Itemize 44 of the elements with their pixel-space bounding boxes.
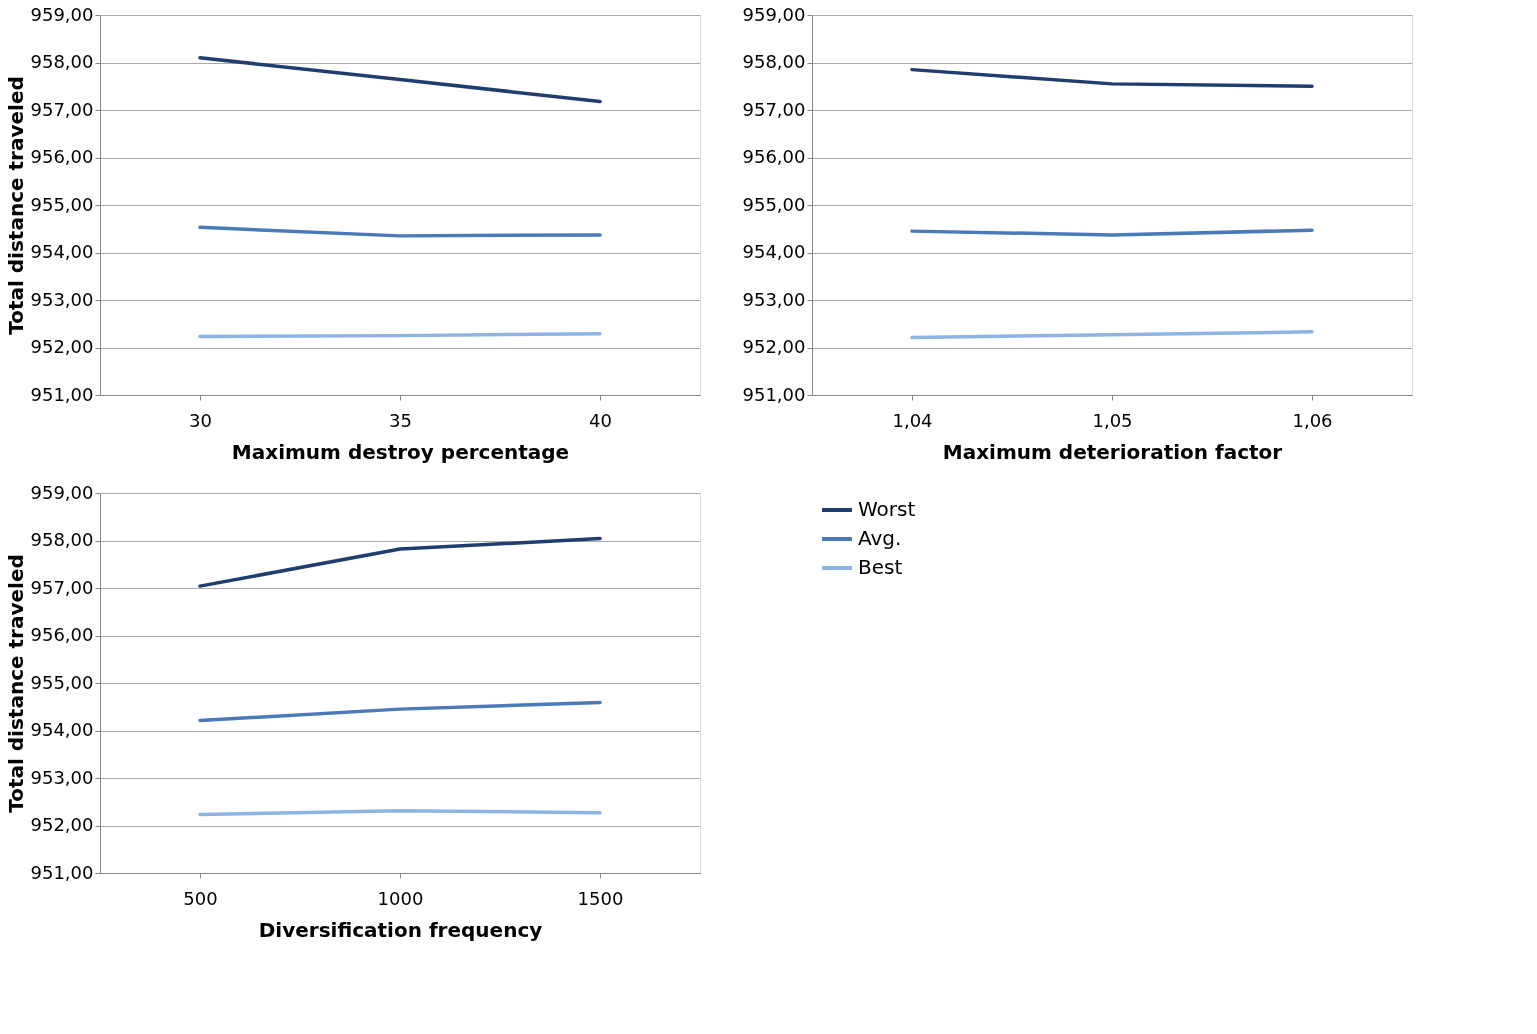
x-tick-label: 1,06	[1292, 409, 1333, 431]
y-tick-label: 953,00	[742, 288, 806, 310]
y-tick-label: 956,00	[742, 146, 806, 167]
y-tick-label: 957,00	[742, 98, 806, 120]
x-tick-label: 1000	[377, 887, 424, 909]
y-tick-label: 951,00	[30, 861, 94, 883]
x-tick-label: 35	[389, 409, 412, 431]
y-tick-label: 954,00	[742, 241, 806, 262]
y-tick-label: 951,00	[742, 383, 806, 405]
y-tick-label: 958,00	[742, 51, 806, 72]
legend-label: Avg.	[858, 526, 902, 550]
y-axis-title: Total distance traveled	[3, 76, 28, 335]
y-tick-label: 957,00	[30, 576, 94, 598]
y-tick-label: 958,00	[30, 51, 94, 72]
y-tick-label: 955,00	[30, 671, 94, 693]
y-tick-label: 953,00	[30, 766, 94, 788]
y-tick-label: 954,00	[30, 241, 94, 262]
legend-label: Best	[858, 555, 903, 579]
y-tick-label: 955,00	[742, 193, 806, 215]
y-tick-label: 956,00	[30, 624, 94, 645]
y-tick-label: 954,00	[30, 719, 94, 740]
y-tick-label: 957,00	[30, 98, 94, 120]
x-axis-title: Maximum deterioration factor	[942, 439, 1283, 464]
y-tick-label: 951,00	[30, 383, 94, 405]
y-tick-label: 952,00	[742, 336, 806, 357]
x-tick-label: 500	[183, 887, 218, 909]
legend-label: Worst	[858, 497, 916, 521]
y-tick-label: 953,00	[30, 288, 94, 310]
y-axis-title: Total distance traveled	[3, 554, 28, 813]
y-tick-label: 952,00	[30, 336, 94, 357]
y-tick-label: 959,00	[30, 481, 94, 503]
x-tick-label: 30	[189, 409, 212, 431]
y-tick-label: 958,00	[30, 529, 94, 550]
x-tick-label: 1,05	[1092, 409, 1133, 431]
y-tick-label: 956,00	[30, 146, 94, 167]
y-tick-label: 959,00	[30, 3, 94, 25]
y-tick-label: 952,00	[30, 814, 94, 835]
x-axis-title: Diversification frequency	[258, 917, 543, 942]
x-tick-label: 1500	[577, 887, 624, 909]
x-tick-label: 40	[589, 409, 612, 431]
x-axis-title: Maximum destroy percentage	[231, 439, 570, 464]
y-tick-label: 959,00	[742, 3, 806, 25]
x-tick-label: 1,04	[892, 409, 933, 431]
y-tick-label: 955,00	[30, 193, 94, 215]
